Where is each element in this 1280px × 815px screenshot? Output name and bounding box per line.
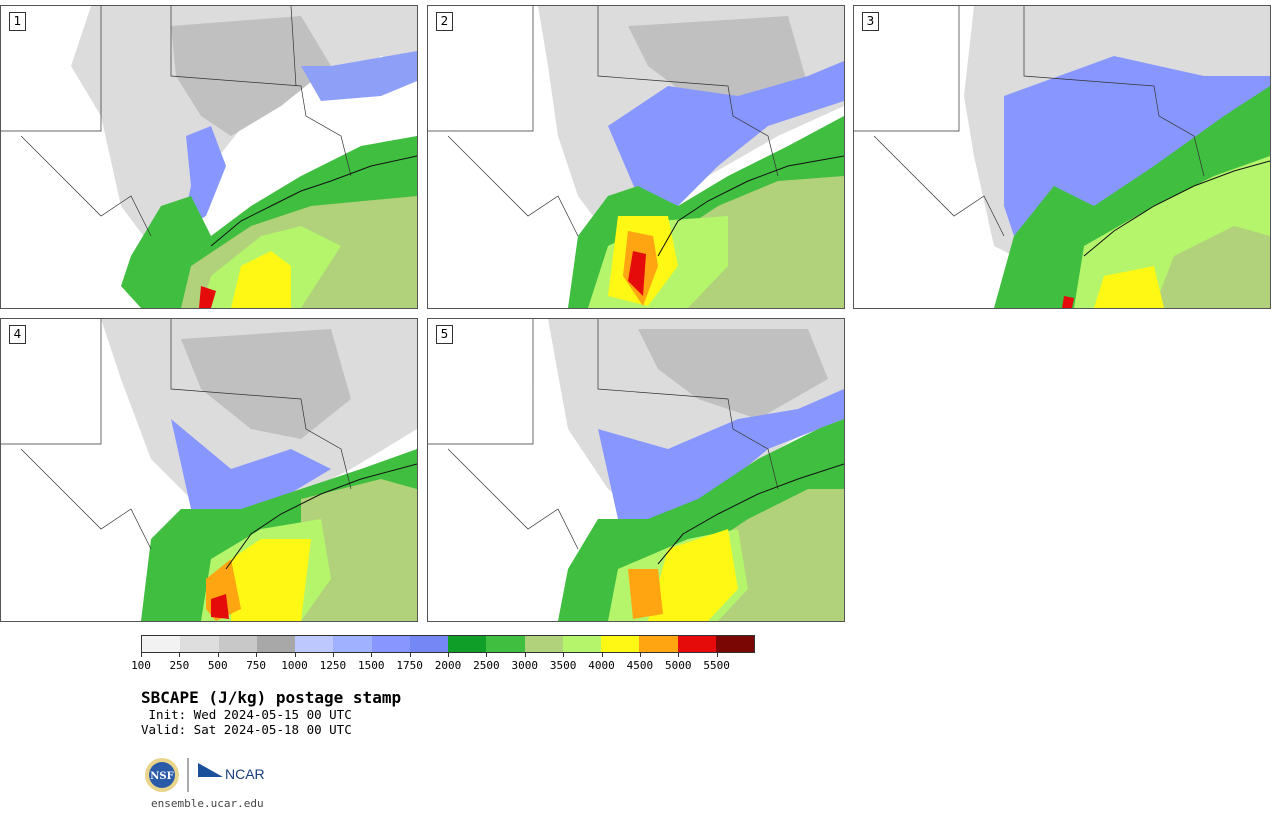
colorbar-swatch	[256, 636, 295, 652]
colorbar-swatch	[218, 636, 257, 652]
colorbar-swatch	[180, 636, 219, 652]
colorbar-tick	[141, 653, 142, 657]
ncar-logo-text: NCAR	[225, 766, 265, 782]
panel-label: 1	[9, 12, 26, 31]
colorbar-swatch	[562, 636, 601, 652]
colorbar-tick-label: 250	[169, 659, 190, 672]
colorbar-swatch	[524, 636, 563, 652]
colorbar-tick-label: 1000	[281, 659, 308, 672]
colorbar-tick	[332, 653, 334, 657]
colorbar-swatch	[295, 636, 334, 652]
ensemble-member-map-4: 4	[0, 318, 418, 622]
colorbar-tick	[409, 653, 411, 657]
colorbar-swatch	[448, 636, 487, 652]
colorbar-tick-label: 3000	[511, 659, 539, 672]
sbcape-map-4	[1, 319, 417, 621]
panel-label: 2	[436, 12, 453, 31]
sbcape-map-1	[1, 6, 417, 308]
colorbar-tick	[371, 653, 373, 657]
colorbar-tick-label: 1250	[319, 659, 347, 672]
colorbar-tick	[524, 653, 526, 657]
colorbar-tick	[716, 653, 718, 657]
ensemble-member-map-5: 5	[427, 318, 845, 622]
colorbar-tick	[179, 653, 181, 657]
colorbar-tick	[217, 653, 219, 657]
colorbar-swatch	[409, 636, 448, 652]
ensemble-member-map-2: 2	[427, 5, 845, 309]
colorbar-swatch	[371, 636, 410, 652]
sbcape-map-2	[428, 6, 844, 308]
panel-label: 4	[9, 325, 26, 344]
colorbar-tick-label: 1500	[358, 659, 385, 672]
colorbar-tick-label: 500	[207, 659, 228, 672]
ensemble-member-map-1: 1	[0, 5, 418, 309]
colorbar-tick	[486, 653, 488, 657]
sbcape-map-5	[428, 319, 844, 621]
colorbar-tick-label: 750	[246, 659, 267, 672]
site-url: ensemble.ucar.edu	[151, 797, 264, 810]
panel-label: 3	[862, 12, 879, 31]
colorbar-tick-label: 1750	[396, 659, 423, 672]
colorbar-tick-label: 4500	[626, 659, 654, 672]
colorbar-swatch	[677, 636, 716, 652]
nsf-logo-text: NSF	[150, 771, 173, 782]
sponsor-logos: NSF NCAR	[143, 755, 283, 795]
sbcape-colorbar	[141, 635, 755, 653]
colorbar-swatch	[715, 636, 754, 652]
colorbar-swatch	[142, 636, 181, 652]
colorbar-tick	[294, 653, 296, 657]
colorbar-swatch	[486, 636, 525, 652]
chart-title: SBCAPE (J/kg) postage stamp	[141, 688, 402, 707]
init-time: Init: Wed 2024-05-15 00 UTC	[141, 707, 352, 722]
colorbar-tick	[678, 653, 680, 657]
colorbar-tick	[601, 653, 603, 657]
colorbar-swatch	[601, 636, 640, 652]
ensemble-member-map-3: 3	[853, 5, 1271, 309]
colorbar-tick-label: 5500	[703, 659, 730, 672]
sbcape-map-3	[854, 6, 1270, 308]
colorbar-tick-label: 2000	[434, 659, 462, 672]
colorbar-tick-label: 3500	[549, 659, 577, 672]
colorbar-tick	[256, 653, 258, 657]
panel-label: 5	[436, 325, 453, 344]
colorbar-tick	[563, 653, 565, 657]
valid-time: Valid: Sat 2024-05-18 00 UTC	[141, 722, 352, 737]
nsf-ncar-logo: NSF NCAR	[145, 758, 265, 792]
colorbar-tick-label: 100	[131, 659, 151, 672]
colorbar-tick-label: 5000	[665, 659, 692, 672]
colorbar-swatch	[639, 636, 678, 652]
colorbar-swatch	[333, 636, 372, 652]
colorbar-tick-label: 2500	[473, 659, 500, 672]
colorbar-tick	[639, 653, 641, 657]
colorbar-ticks: 100 250 500 750 1000 1250 1500 1750 2000 2500 3000…	[131, 653, 755, 673]
colorbar-tick	[448, 653, 449, 657]
colorbar-tick-label: 4000	[588, 659, 615, 672]
